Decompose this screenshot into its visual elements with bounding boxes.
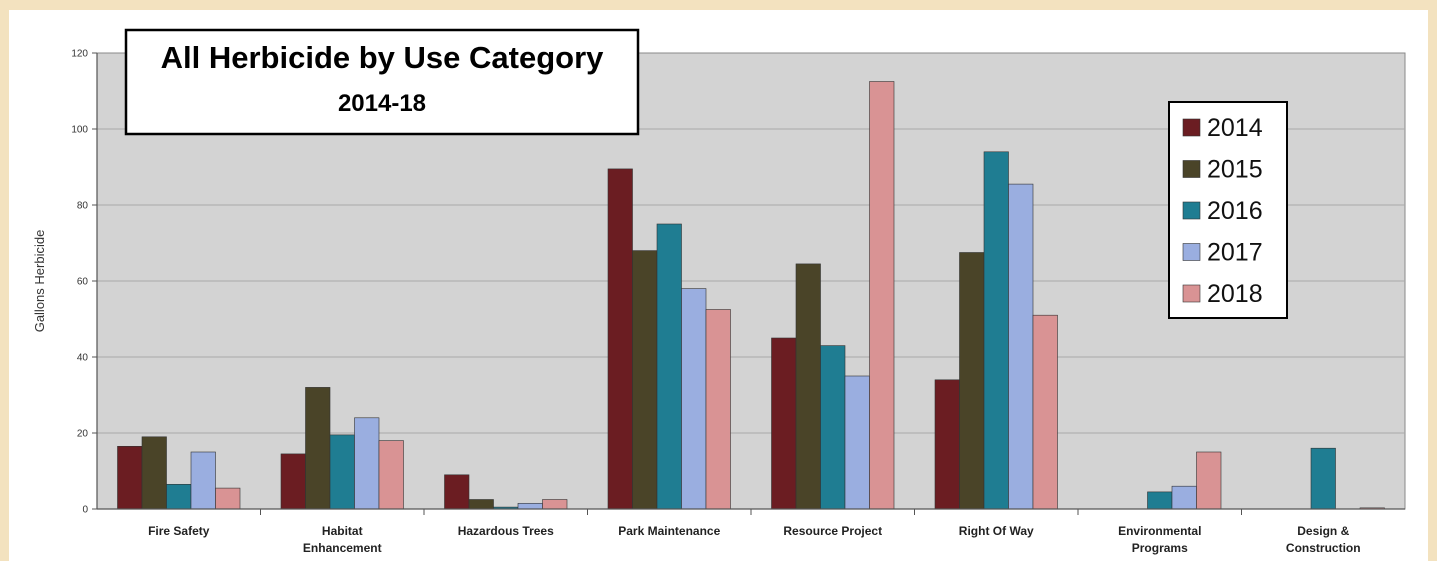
legend-label-2017: 2017 [1207,239,1263,267]
legend-swatch-2018 [1182,284,1201,303]
category-label: Park Maintenance [618,524,720,538]
bar-2017 [1008,183,1034,510]
legend-label-2014: 2014 [1207,114,1263,142]
legend-swatch-2015 [1182,160,1201,178]
y-axis-title: Gallons Herbicide [32,230,47,333]
legend-swatch-2016 [1182,201,1201,220]
bar-2014 [934,379,960,510]
bar-2017 [1171,485,1197,510]
y-tick-label: 0 [82,505,88,516]
bar-2015 [468,499,494,510]
chart-title: All Herbicide by Use Category [161,40,605,75]
bar-2014 [280,453,306,510]
legend-label-2018: 2018 [1207,280,1263,308]
category-label: Fire Safety [148,524,210,538]
bar-2018 [869,81,895,510]
chart-subtitle: 2014-18 [338,90,426,117]
bar-2014 [117,445,143,510]
bar-2015 [959,252,985,510]
bars [117,81,1385,510]
category-label: Enhancement [303,541,382,555]
legend-label-2015: 2015 [1207,156,1263,184]
bar-2014 [444,474,470,510]
title-box: All Herbicide by Use Category 2014-18 [124,28,640,136]
y-tick-label: 20 [77,429,89,440]
bar-2018 [542,499,568,510]
bar-2018 [705,309,731,510]
bar-2015 [141,436,167,510]
bar-2018 [378,440,404,510]
category-label: Environmental [1118,524,1201,538]
y-tick-label: 80 [77,201,89,212]
bar-2015 [795,263,821,510]
bar-2016 [166,483,192,510]
category-label: Design & [1297,524,1349,538]
bar-2017 [354,417,380,510]
bar-2014 [771,337,797,510]
bar-2016 [1147,491,1173,510]
bar-2014 [607,168,633,510]
bar-2016 [1310,447,1336,510]
bar-2016 [656,223,682,510]
legend-swatch-2014 [1182,118,1201,137]
bar-2016 [983,151,1009,510]
category-label: Resource Project [783,524,882,538]
bar-2016 [820,345,846,510]
chart-frame: 0 20 40 60 80 100 120 Fire Safety Habitat Enhanc… [9,10,1428,561]
category-label: Programs [1132,541,1188,555]
category-label: Hazardous Trees [458,524,554,538]
category-label: Right Of Way [959,524,1034,538]
category-label: Construction [1286,541,1361,555]
bar-2017 [517,502,543,510]
bar-2015 [632,250,658,510]
bar-2016 [329,434,355,510]
bar-2017 [190,451,216,510]
legend-label-2016: 2016 [1207,197,1263,225]
category-labels: Fire Safety Habitat Enhancement Hazardous T… [148,524,1361,555]
bar-2017 [681,288,707,510]
bar-2018 [1032,314,1058,510]
y-tick-label: 120 [71,49,88,60]
bar-2018 [1196,451,1222,510]
legend: 2014 2015 2016 2017 2018 [1168,101,1288,319]
bar-2015 [305,387,331,510]
legend-swatch-2017 [1182,243,1201,261]
bar-2018 [215,487,241,510]
y-tick-label: 40 [77,353,89,364]
category-label: Habitat [322,524,363,538]
y-tick-label: 60 [77,277,89,288]
axes: 0 20 40 60 80 100 120 [71,49,1405,516]
herbicide-bar-chart: 0 20 40 60 80 100 120 Fire Safety Habitat Enhanc… [32,28,1406,555]
y-tick-label: 100 [71,125,88,136]
bar-2017 [844,375,870,510]
